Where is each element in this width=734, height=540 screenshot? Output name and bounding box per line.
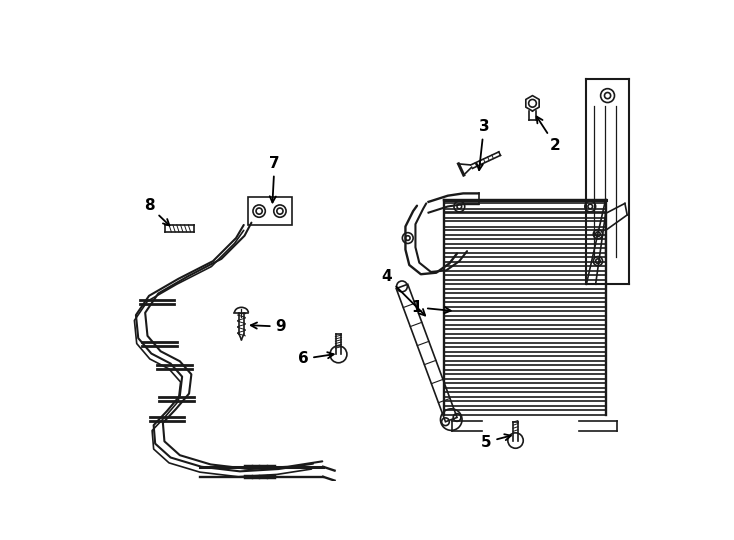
Text: 5: 5 xyxy=(481,434,511,450)
Text: 9: 9 xyxy=(251,319,286,334)
Text: 7: 7 xyxy=(269,156,280,202)
Text: 3: 3 xyxy=(477,119,490,170)
Bar xyxy=(247,197,292,225)
Text: 8: 8 xyxy=(144,198,170,226)
Text: 4: 4 xyxy=(381,269,425,315)
Text: 6: 6 xyxy=(298,352,334,367)
Text: 1: 1 xyxy=(412,300,451,315)
Text: 2: 2 xyxy=(537,117,561,153)
